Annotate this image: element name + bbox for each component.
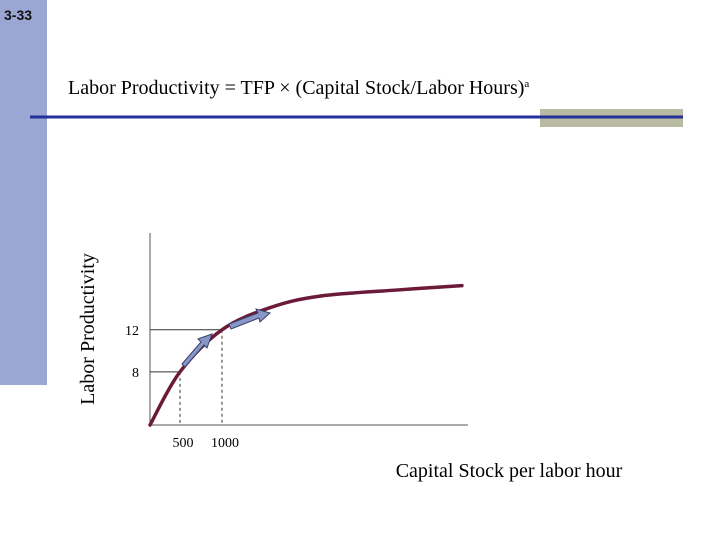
- arrows: [181, 308, 272, 368]
- slide-number: 3-33: [4, 7, 32, 23]
- x-tick-label: 500: [172, 436, 193, 451]
- curve: [148, 283, 464, 427]
- side-bar: [0, 0, 47, 385]
- x-axis-label: Capital Stock per labor hour: [396, 460, 623, 482]
- arrow: [228, 308, 272, 330]
- y-tick-label: 8: [132, 366, 139, 381]
- x-tick-label: 1000: [211, 436, 239, 451]
- y-tick-label: 12: [125, 324, 139, 339]
- plot: 8 12 500 1000: [125, 283, 464, 451]
- y-axis-label: Labor Productivity: [77, 253, 99, 405]
- title-note: a: [524, 78, 529, 90]
- slide-title: Labor Productivity = TFP × (Capital Stoc…: [68, 77, 529, 99]
- title-text: Labor Productivity = TFP × (Capital Stoc…: [68, 77, 524, 99]
- arrow: [181, 333, 213, 368]
